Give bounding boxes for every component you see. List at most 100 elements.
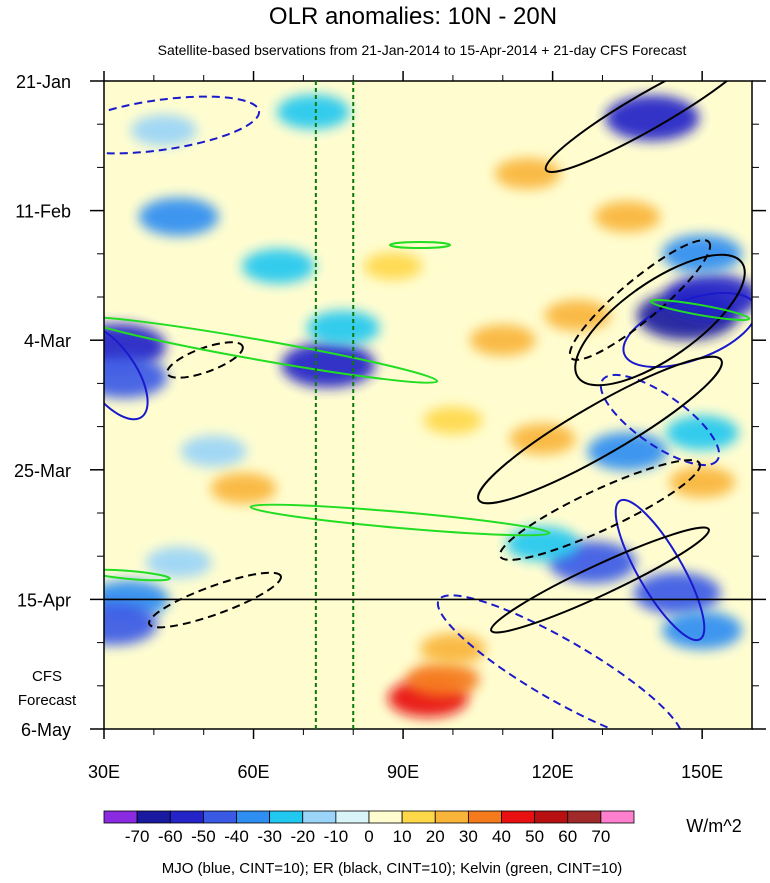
colorbar-swatch bbox=[467, 810, 502, 824]
colorbar-swatch bbox=[534, 810, 569, 824]
colorbar-label: -10 bbox=[324, 827, 349, 846]
y-tick-label: 25-Mar bbox=[14, 461, 71, 481]
mjo-contour bbox=[436, 594, 684, 729]
mjo-contour bbox=[614, 498, 706, 642]
colorbar-swatch bbox=[269, 810, 304, 824]
anomaly-blob bbox=[276, 94, 350, 130]
x-tick-label: 60E bbox=[238, 762, 270, 782]
er-contour bbox=[477, 355, 723, 505]
colorbar-swatch bbox=[434, 810, 469, 824]
axes: 30E 60E 90E 120E 150E 21-Jan 11-Feb 4-Mar 25-Mar… bbox=[14, 71, 766, 782]
er-contour bbox=[498, 459, 702, 561]
anomaly-blob bbox=[506, 526, 580, 562]
colorbar-label: -30 bbox=[257, 827, 282, 846]
colorbar-label: 40 bbox=[492, 827, 511, 846]
colorbar-swatch bbox=[302, 810, 337, 824]
colorbar-label: -60 bbox=[158, 827, 183, 846]
kelvin-contour bbox=[249, 503, 551, 537]
chart-title: OLR anomalies: 10N - 20N bbox=[269, 3, 557, 30]
anomaly-blob bbox=[419, 633, 486, 665]
anomaly-blob bbox=[241, 248, 315, 284]
colorbar-swatch bbox=[202, 810, 237, 824]
er-contour bbox=[544, 81, 752, 173]
plot-frame bbox=[103, 80, 753, 730]
x-tick-label: 30E bbox=[88, 762, 120, 782]
reference-longitude-lines bbox=[314, 81, 355, 729]
forecast-label-line1: CFS bbox=[32, 668, 62, 685]
er-contour bbox=[148, 571, 282, 629]
colorbar-label: 60 bbox=[558, 827, 577, 846]
anomaly-blob bbox=[363, 252, 423, 280]
colorbar-swatch bbox=[103, 810, 138, 824]
colorbar-label: -50 bbox=[191, 827, 216, 846]
anomaly-blob bbox=[281, 342, 376, 388]
colorbar-label: -40 bbox=[224, 827, 249, 846]
anomaly-blob bbox=[180, 435, 247, 467]
wave-filter-contours bbox=[104, 81, 752, 729]
anomaly-blob bbox=[587, 432, 668, 471]
anomaly-blob bbox=[104, 603, 158, 646]
anomaly-blob bbox=[210, 472, 277, 504]
colorbar-swatch bbox=[368, 810, 403, 824]
er-contour bbox=[490, 526, 710, 634]
colorbar-label: -70 bbox=[125, 827, 150, 846]
kelvin-contour bbox=[104, 568, 171, 582]
anomaly-blob bbox=[138, 197, 219, 236]
y-tick-label: 6-May bbox=[21, 720, 71, 740]
forecast-label-line2: Forecast bbox=[18, 692, 77, 709]
colorbar-label: 70 bbox=[591, 827, 610, 846]
mjo-contour bbox=[104, 323, 149, 421]
anomaly-blob bbox=[633, 572, 721, 615]
colorbar-label: 10 bbox=[393, 827, 412, 846]
anomaly-blob bbox=[423, 406, 483, 435]
plot-background bbox=[104, 81, 752, 729]
x-tick-label: 120E bbox=[532, 762, 574, 782]
anomaly-blob bbox=[406, 662, 480, 698]
colorbar-swatch bbox=[600, 810, 635, 824]
er-contour bbox=[568, 239, 712, 361]
anomaly-blob bbox=[494, 157, 561, 190]
y-tick-label: 4-Mar bbox=[24, 331, 71, 351]
wave-filter-caption: MJO (blue, CINT=10); ER (black, CINT=10)… bbox=[162, 860, 623, 877]
anomaly-blob bbox=[544, 299, 611, 332]
kelvin-contour bbox=[389, 241, 451, 249]
anomaly-blob bbox=[145, 546, 212, 578]
anomaly-blob bbox=[605, 95, 700, 141]
anomaly-blob bbox=[669, 466, 736, 498]
mjo-contour bbox=[599, 373, 721, 467]
y-tick-label: 21-Jan bbox=[16, 72, 71, 92]
colorbar-swatch bbox=[169, 810, 204, 824]
colorbar-swatch bbox=[567, 810, 602, 824]
colorbar-label: 50 bbox=[525, 827, 544, 846]
x-tick-label: 90E bbox=[387, 762, 419, 782]
colorbar-swatch bbox=[335, 810, 370, 824]
colorbar-label: 30 bbox=[459, 827, 478, 846]
x-tick-label: 150E bbox=[681, 762, 723, 782]
anomaly-blob bbox=[594, 201, 661, 233]
anomaly-blob bbox=[104, 356, 168, 399]
colorbar-swatch bbox=[401, 810, 436, 824]
er-contour bbox=[574, 253, 746, 387]
kelvin-contour bbox=[649, 299, 751, 321]
colorbar-label: 0 bbox=[364, 827, 373, 846]
anomaly-blob bbox=[665, 415, 739, 451]
colorbar-swatch bbox=[236, 810, 271, 824]
anomaly-blob bbox=[469, 324, 536, 356]
colorbar-swatch bbox=[136, 810, 171, 824]
kelvin-contour bbox=[104, 316, 439, 384]
colorbar: -70 -60 -50 -40 -30 -20 -10 0 10 20 30 40 50 60 70 bbox=[103, 810, 635, 846]
y-tick-label: 15-Apr bbox=[17, 590, 71, 610]
anomaly-blob bbox=[130, 114, 197, 146]
anomaly-field bbox=[104, 94, 752, 718]
anomaly-blob bbox=[306, 310, 380, 346]
y-tick-label: 11-Feb bbox=[15, 202, 71, 222]
anomaly-blob bbox=[509, 423, 576, 455]
colorbar-label: -20 bbox=[290, 827, 315, 846]
plot-area bbox=[104, 81, 752, 729]
anomaly-blob bbox=[665, 274, 752, 320]
colorbar-unit: W/m^2 bbox=[686, 816, 741, 836]
colorbar-label: 20 bbox=[426, 827, 445, 846]
chart-subtitle: Satellite-based bservations from 21-Jan-… bbox=[158, 42, 687, 58]
